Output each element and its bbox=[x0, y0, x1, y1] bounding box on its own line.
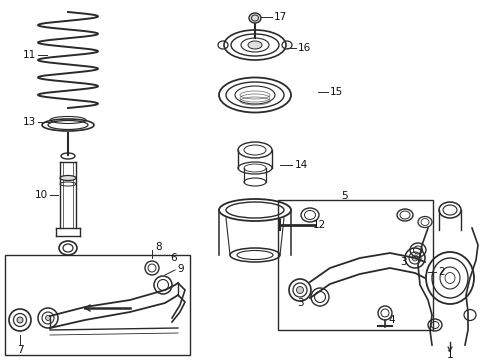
Text: 4: 4 bbox=[387, 315, 394, 325]
Bar bbox=[278, 200, 432, 330]
Text: 8: 8 bbox=[155, 242, 162, 252]
Text: 17: 17 bbox=[273, 12, 286, 22]
Ellipse shape bbox=[411, 255, 417, 261]
Ellipse shape bbox=[248, 13, 261, 23]
Ellipse shape bbox=[17, 317, 23, 323]
Ellipse shape bbox=[296, 287, 303, 293]
Ellipse shape bbox=[247, 41, 262, 49]
Text: 5: 5 bbox=[341, 191, 347, 201]
Ellipse shape bbox=[45, 315, 50, 320]
Ellipse shape bbox=[60, 176, 76, 180]
Text: 6: 6 bbox=[170, 253, 176, 263]
Text: 11: 11 bbox=[23, 50, 36, 60]
Text: 13: 13 bbox=[23, 117, 36, 127]
Text: 15: 15 bbox=[329, 87, 343, 97]
Text: 1: 1 bbox=[446, 350, 452, 360]
Text: 12: 12 bbox=[312, 220, 325, 230]
Text: 9: 9 bbox=[177, 264, 183, 274]
Text: 2: 2 bbox=[437, 267, 444, 277]
Text: 3: 3 bbox=[399, 257, 406, 267]
Text: 14: 14 bbox=[294, 160, 307, 170]
Text: 3: 3 bbox=[296, 298, 303, 308]
Text: 16: 16 bbox=[297, 43, 311, 53]
Text: 10: 10 bbox=[35, 190, 48, 200]
Text: 7: 7 bbox=[17, 345, 23, 355]
Bar bbox=[5, 255, 190, 355]
